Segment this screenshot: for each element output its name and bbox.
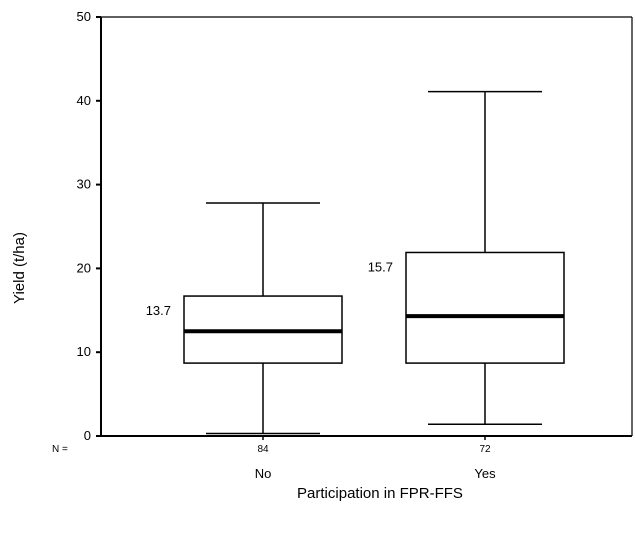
y-tick-label: 20 <box>77 260 91 275</box>
box-annotation-label: 13.7 <box>146 303 171 318</box>
y-tick-label: 0 <box>84 428 91 443</box>
box-groups: 13.7 15.7 <box>146 90 565 435</box>
box-iqr <box>405 251 565 364</box>
box-group: 13.7 <box>146 202 343 435</box>
category-label: No <box>255 466 272 481</box>
x-axis-title: Participation in FPR-FFS <box>297 485 463 502</box>
n-count-label: 72 <box>479 444 491 455</box>
y-axis-ticks: 0 10 20 30 40 50 <box>77 9 101 443</box>
y-axis-title: Yield (t/ha) <box>11 232 28 304</box>
x-axis-labels: N = 84 No 72 Yes <box>52 436 496 481</box>
category-label: Yes <box>474 466 496 481</box>
box-annotation-label: 15.7 <box>368 259 393 274</box>
y-tick-label: 30 <box>77 177 91 192</box>
box-group: 15.7 <box>368 90 565 426</box>
plot-frame <box>100 16 633 437</box>
n-count-label: 84 <box>257 444 269 455</box>
y-tick-label: 40 <box>77 93 91 108</box>
y-tick-label: 10 <box>77 344 91 359</box>
y-tick-label: 50 <box>77 9 91 24</box>
n-prefix-label: N = <box>52 444 68 455</box>
